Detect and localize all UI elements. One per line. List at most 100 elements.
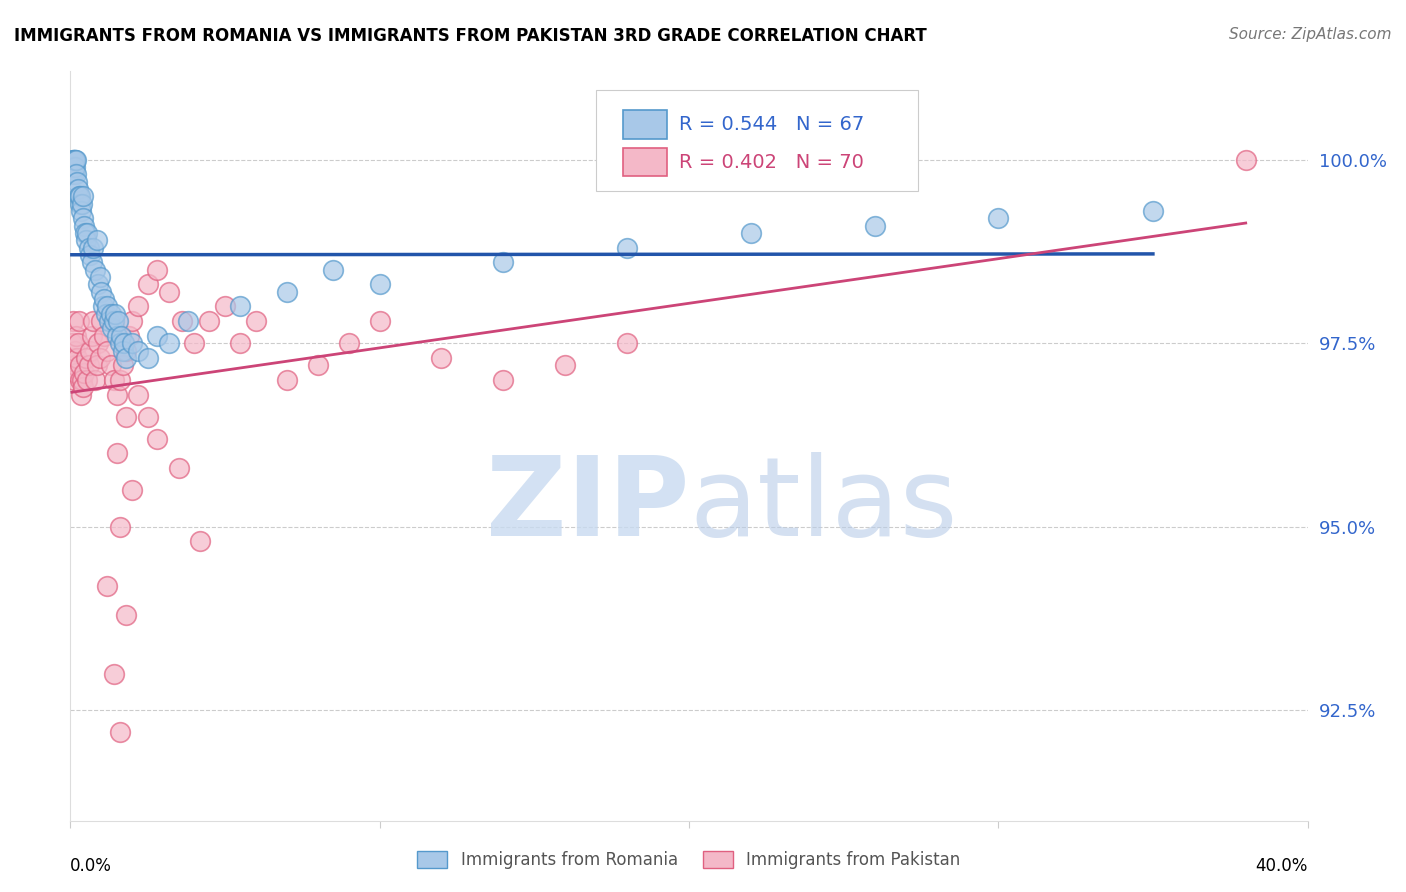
- Point: [76, 373, 98, 387]
- Point: [77, 241, 100, 255]
- Point: [65, 328, 87, 343]
- Point: [103, 373, 125, 387]
- Point: [105, 446, 128, 460]
- Point: [863, 219, 886, 233]
- Point: [79, 248, 101, 262]
- Point: [63, 160, 86, 174]
- FancyBboxPatch shape: [623, 111, 666, 139]
- Point: [183, 336, 205, 351]
- Point: [146, 328, 169, 343]
- Point: [84, 373, 107, 387]
- Point: [65, 343, 87, 358]
- Point: [307, 358, 329, 372]
- Point: [87, 336, 110, 351]
- Point: [108, 725, 131, 739]
- Point: [127, 343, 149, 358]
- Point: [740, 226, 762, 240]
- Point: [1142, 203, 1164, 218]
- Point: [63, 167, 86, 181]
- Point: [62, 160, 84, 174]
- Point: [115, 351, 138, 365]
- Point: [103, 666, 125, 681]
- Point: [110, 328, 132, 343]
- Point: [70, 203, 93, 218]
- Point: [115, 343, 138, 358]
- Point: [65, 153, 87, 167]
- Text: 0.0%: 0.0%: [70, 857, 112, 875]
- Point: [103, 314, 125, 328]
- Point: [136, 409, 159, 424]
- Point: [121, 483, 143, 497]
- Point: [127, 300, 149, 314]
- Point: [115, 409, 138, 424]
- Point: [62, 153, 84, 167]
- Point: [616, 336, 638, 351]
- Point: [89, 270, 111, 285]
- Point: [79, 343, 101, 358]
- Point: [69, 189, 91, 203]
- Point: [104, 307, 127, 321]
- Point: [75, 351, 97, 365]
- Point: [177, 314, 200, 328]
- Point: [111, 343, 134, 358]
- Point: [82, 314, 105, 328]
- Point: [90, 285, 112, 299]
- Point: [100, 307, 122, 321]
- Point: [93, 292, 115, 306]
- Text: atlas: atlas: [689, 452, 957, 559]
- Point: [136, 277, 159, 292]
- Point: [229, 300, 252, 314]
- Point: [65, 167, 87, 181]
- Text: 40.0%: 40.0%: [1256, 857, 1308, 875]
- Point: [118, 328, 141, 343]
- Point: [80, 255, 103, 269]
- Point: [69, 358, 91, 372]
- Point: [91, 300, 114, 314]
- Point: [108, 336, 131, 351]
- Point: [93, 328, 115, 343]
- Point: [75, 233, 97, 247]
- Point: [368, 314, 391, 328]
- Point: [146, 262, 169, 277]
- Point: [127, 387, 149, 401]
- Point: [157, 336, 180, 351]
- Point: [96, 300, 118, 314]
- Point: [121, 336, 143, 351]
- Legend: Immigrants from Romania, Immigrants from Pakistan: Immigrants from Romania, Immigrants from…: [411, 845, 967, 876]
- Point: [229, 336, 252, 351]
- Point: [62, 153, 84, 167]
- Point: [72, 380, 94, 394]
- Point: [89, 351, 111, 365]
- Point: [276, 373, 298, 387]
- Point: [65, 153, 87, 167]
- Point: [198, 314, 221, 328]
- Point: [492, 373, 515, 387]
- Point: [73, 219, 96, 233]
- Point: [157, 285, 180, 299]
- Point: [96, 343, 118, 358]
- Point: [167, 461, 190, 475]
- Point: [66, 351, 89, 365]
- Point: [82, 241, 105, 255]
- Point: [115, 607, 138, 622]
- Point: [90, 314, 112, 328]
- Point: [322, 262, 344, 277]
- Point: [111, 358, 134, 372]
- Point: [554, 358, 576, 372]
- Point: [94, 307, 117, 321]
- Text: IMMIGRANTS FROM ROMANIA VS IMMIGRANTS FROM PAKISTAN 3RD GRADE CORRELATION CHART: IMMIGRANTS FROM ROMANIA VS IMMIGRANTS FR…: [14, 27, 927, 45]
- Point: [105, 328, 128, 343]
- Point: [245, 314, 267, 328]
- Point: [65, 366, 87, 380]
- Point: [67, 336, 90, 351]
- Point: [67, 189, 90, 203]
- Point: [100, 358, 122, 372]
- Point: [107, 314, 129, 328]
- FancyBboxPatch shape: [596, 90, 918, 191]
- Point: [63, 160, 86, 174]
- Point: [170, 314, 193, 328]
- Point: [60, 167, 83, 181]
- Point: [70, 387, 93, 401]
- Point: [276, 285, 298, 299]
- Point: [214, 300, 236, 314]
